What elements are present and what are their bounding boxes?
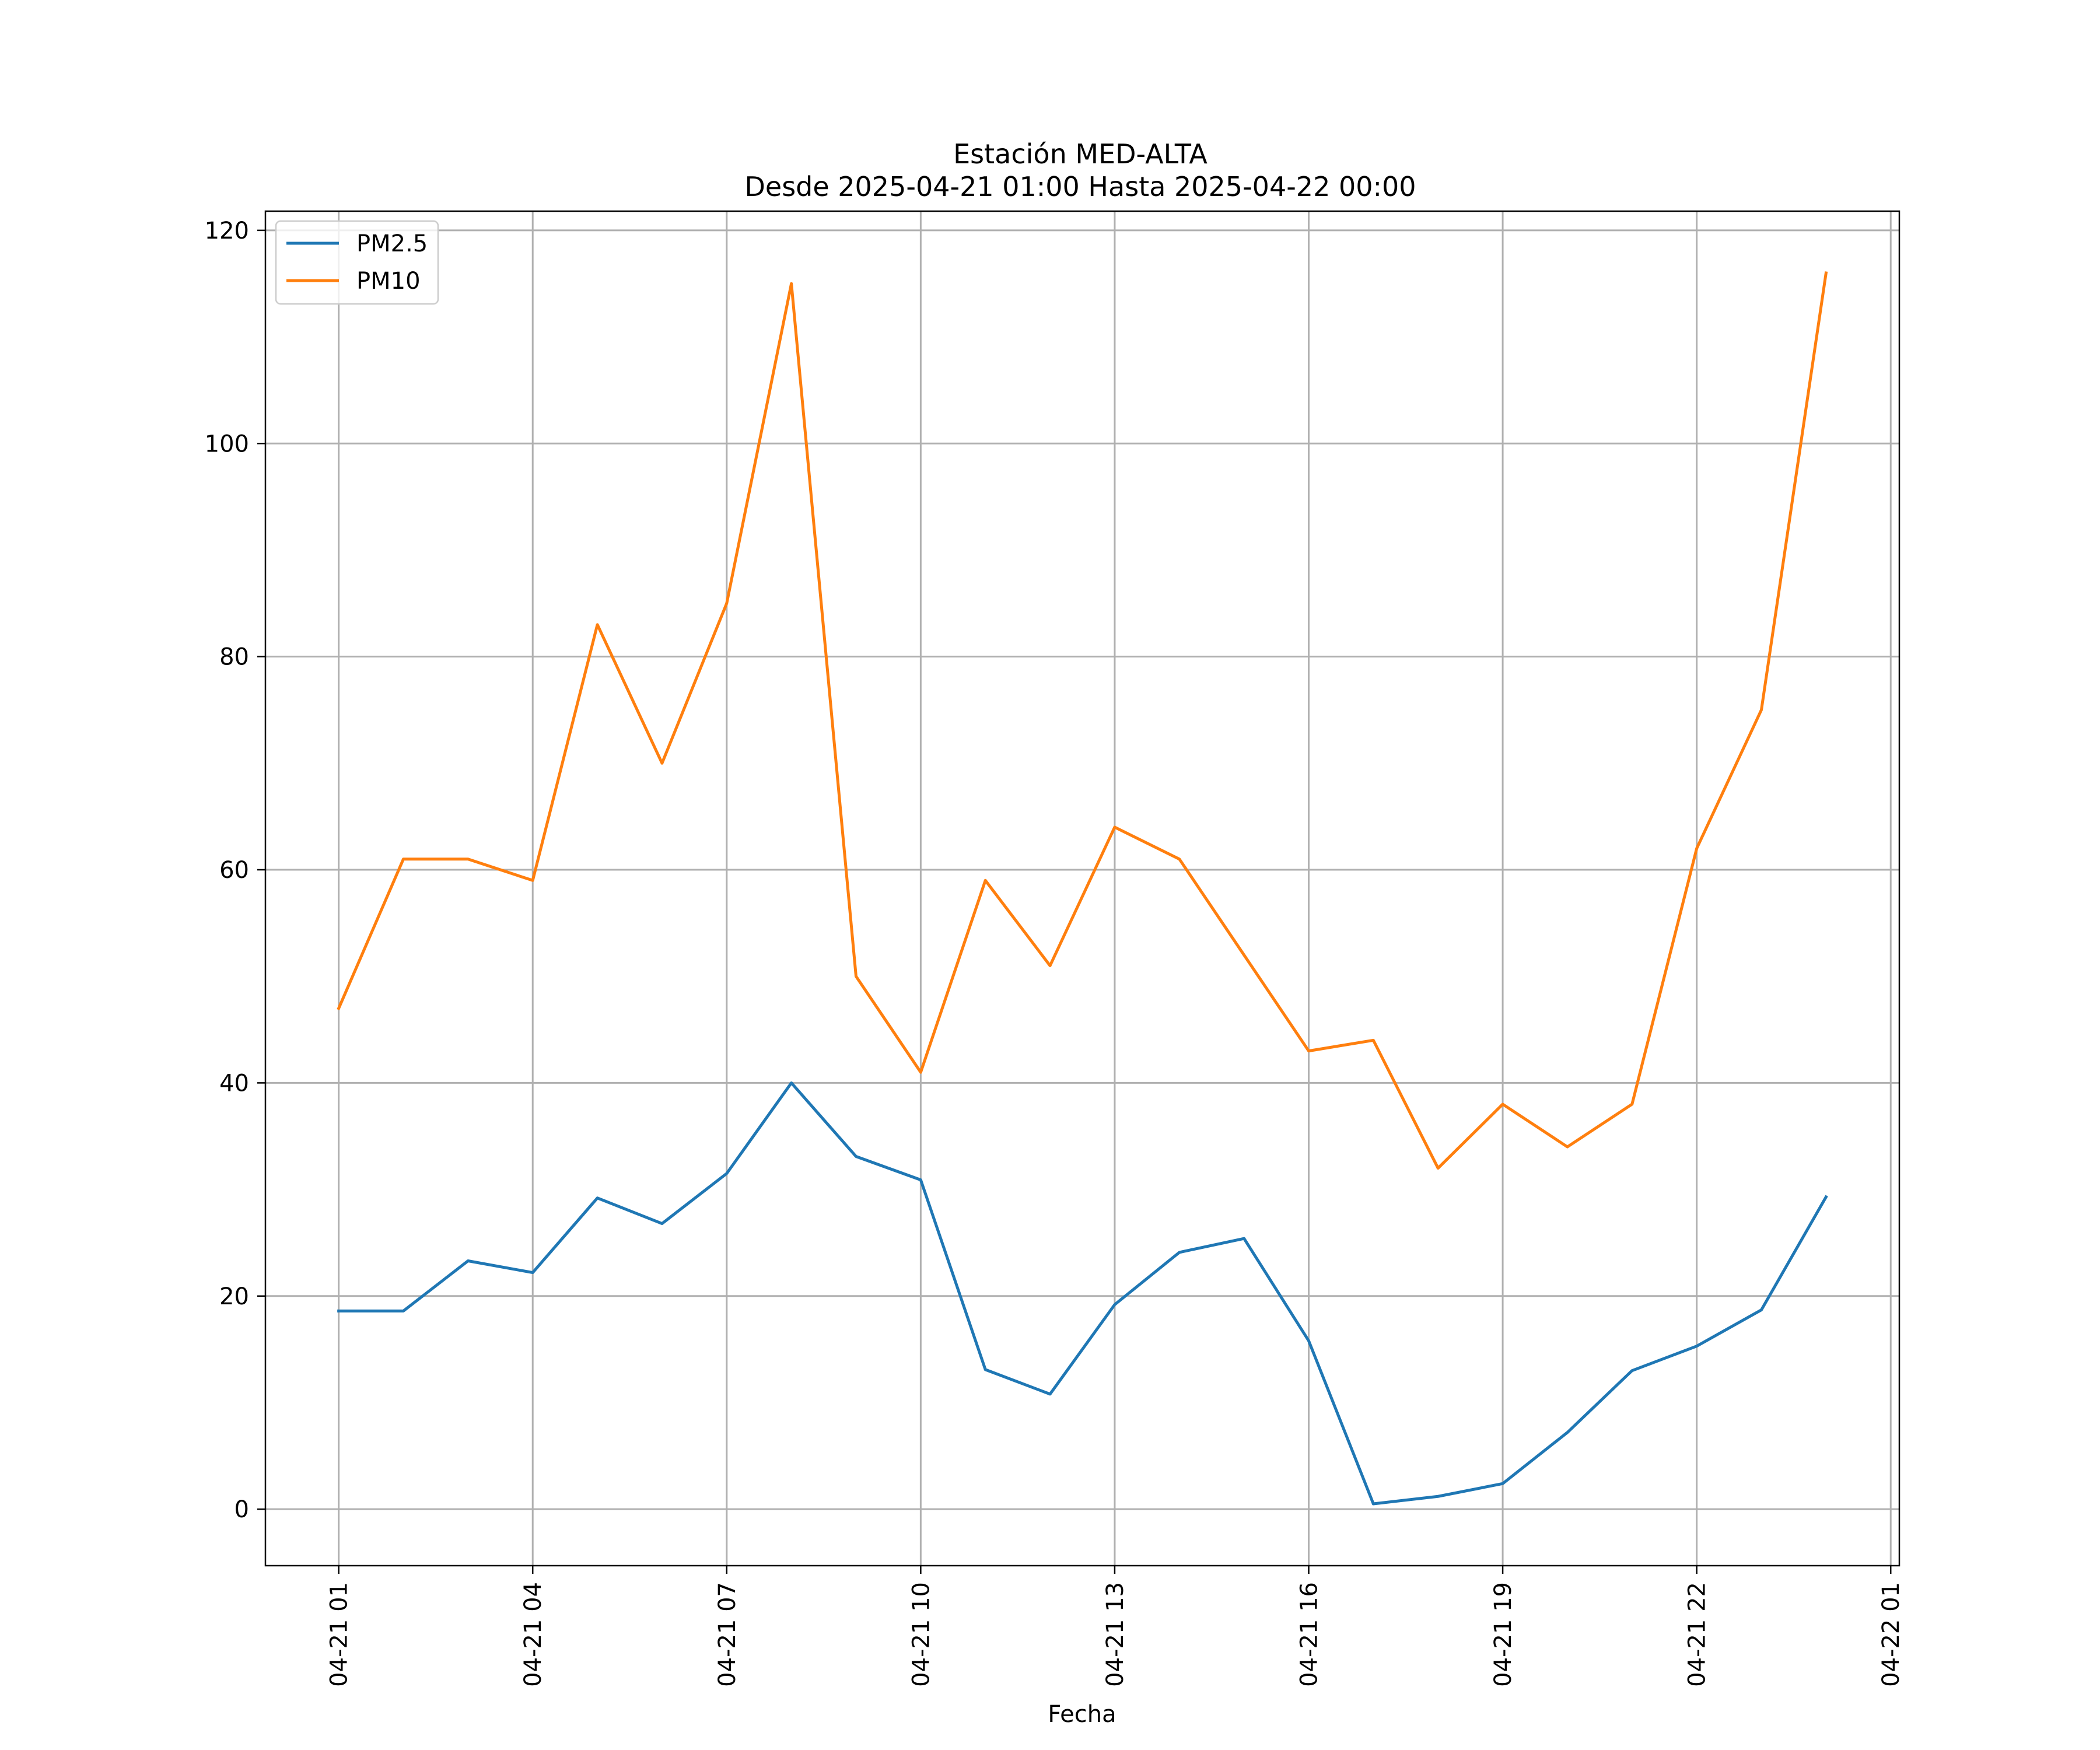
x-tick-label: 04-22 01 — [1878, 1582, 1905, 1687]
x-axis-label: Fecha — [1048, 1701, 1116, 1728]
y-tick-label: 40 — [219, 1070, 249, 1097]
x-tick-label: 04-21 22 — [1684, 1582, 1711, 1687]
plot-area-frame — [264, 210, 1901, 1567]
axis-ticks: 04-21 01 04-21 04 04-21 07 04-21 10 04-21 13… — [205, 218, 1905, 1687]
y-tick-label: 20 — [219, 1283, 249, 1310]
y-tick-label: 120 — [205, 218, 249, 244]
x-tick-label: 04-21 13 — [1102, 1582, 1129, 1687]
y-tick-label: 80 — [219, 644, 249, 671]
grid — [265, 211, 1899, 1566]
x-tick-label: 04-21 07 — [714, 1582, 741, 1687]
chart-title: Estación MED-ALTA — [953, 138, 1208, 170]
x-tick-label: 04-21 01 — [326, 1582, 353, 1687]
y-tick-label: 0 — [235, 1496, 249, 1523]
y-tick-label: 100 — [205, 430, 249, 457]
x-tick-label: 04-21 04 — [520, 1582, 547, 1687]
legend-label-pm10: PM10 — [356, 268, 421, 295]
x-tick-label: 04-21 10 — [908, 1582, 935, 1687]
chart-subtitle: Desde 2025-04-21 01:00 Hasta 2025-04-22 … — [744, 171, 1416, 202]
legend: PM2.5 PM10 — [275, 220, 439, 305]
series-line-pm25 — [337, 1081, 1828, 1506]
y-tick-label: 60 — [219, 857, 249, 884]
x-tick-label: 04-21 19 — [1490, 1582, 1517, 1687]
legend-label-pm25: PM2.5 — [356, 230, 428, 257]
series-lines — [337, 271, 1828, 1506]
series-line-pm10 — [337, 271, 1828, 1170]
x-tick-label: 04-21 16 — [1296, 1582, 1323, 1687]
